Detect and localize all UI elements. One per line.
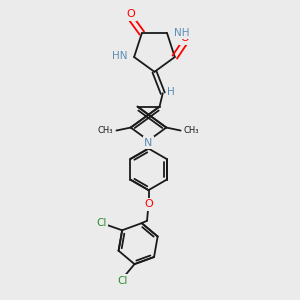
Text: Cl: Cl (96, 218, 106, 227)
Text: N: N (144, 138, 153, 148)
Text: CH₃: CH₃ (184, 126, 199, 135)
Text: O: O (126, 9, 135, 19)
Text: CH₃: CH₃ (98, 126, 113, 135)
Text: O: O (181, 33, 190, 43)
Text: H: H (167, 87, 175, 97)
Text: HN: HN (112, 51, 128, 62)
Text: NH: NH (174, 28, 189, 38)
Text: O: O (144, 200, 153, 209)
Text: Cl: Cl (117, 276, 128, 286)
